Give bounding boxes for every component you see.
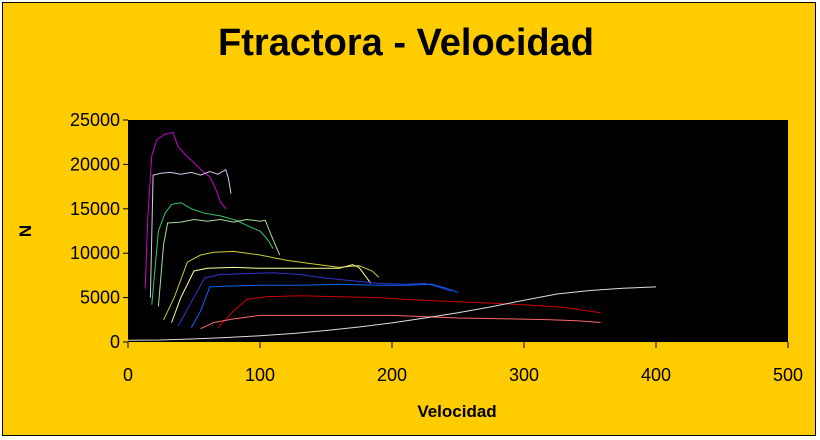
y-tick-label: 0	[110, 332, 120, 352]
y-tick-label: 15000	[70, 199, 120, 219]
chart-title: Ftractora - Velocidad	[218, 22, 594, 64]
series-line-10	[200, 314, 601, 330]
y-tick-label: 20000	[70, 154, 120, 174]
series-line-5	[163, 250, 380, 321]
x-tick-label: 400	[641, 365, 671, 385]
y-axis-label: N	[16, 225, 35, 237]
y-tick-label: 25000	[70, 110, 120, 130]
series-lines	[127, 131, 657, 341]
y-tick-labels: 0 5000 10000 15000 20000 25000	[70, 110, 120, 352]
series-line-7	[177, 272, 452, 327]
x-tick-label: 200	[377, 365, 407, 385]
y-tick-label: 5000	[80, 288, 120, 308]
y-tick-label: 10000	[70, 243, 120, 263]
series-line-4	[157, 218, 281, 307]
x-tick-label: 500	[773, 365, 803, 385]
series-line-9	[217, 295, 601, 329]
series-line-2	[149, 168, 232, 298]
plot-area	[128, 120, 788, 342]
series-line-1	[144, 131, 227, 289]
x-tick-label: 0	[123, 365, 133, 385]
series-line-8	[190, 283, 459, 329]
x-tick-labels: 0 100 200 300 400 500	[123, 365, 803, 385]
x-tick-label: 100	[245, 365, 275, 385]
series-line-3	[151, 202, 274, 305]
series-line-6	[171, 264, 372, 323]
tick-marks	[123, 119, 789, 348]
series-line-11	[127, 286, 657, 341]
x-axis-label: Velocidad	[417, 402, 496, 421]
x-tick-label: 300	[509, 365, 539, 385]
